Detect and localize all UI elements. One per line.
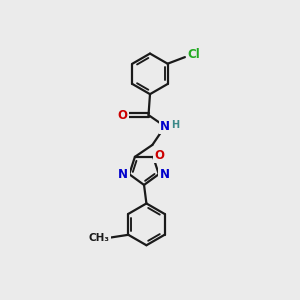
Text: O: O xyxy=(118,109,128,122)
Text: Cl: Cl xyxy=(188,48,200,61)
Text: O: O xyxy=(154,149,164,162)
Text: N: N xyxy=(160,168,170,181)
Text: N: N xyxy=(160,120,170,133)
Text: H: H xyxy=(171,120,179,130)
Text: CH₃: CH₃ xyxy=(89,233,110,243)
Text: N: N xyxy=(118,168,128,181)
